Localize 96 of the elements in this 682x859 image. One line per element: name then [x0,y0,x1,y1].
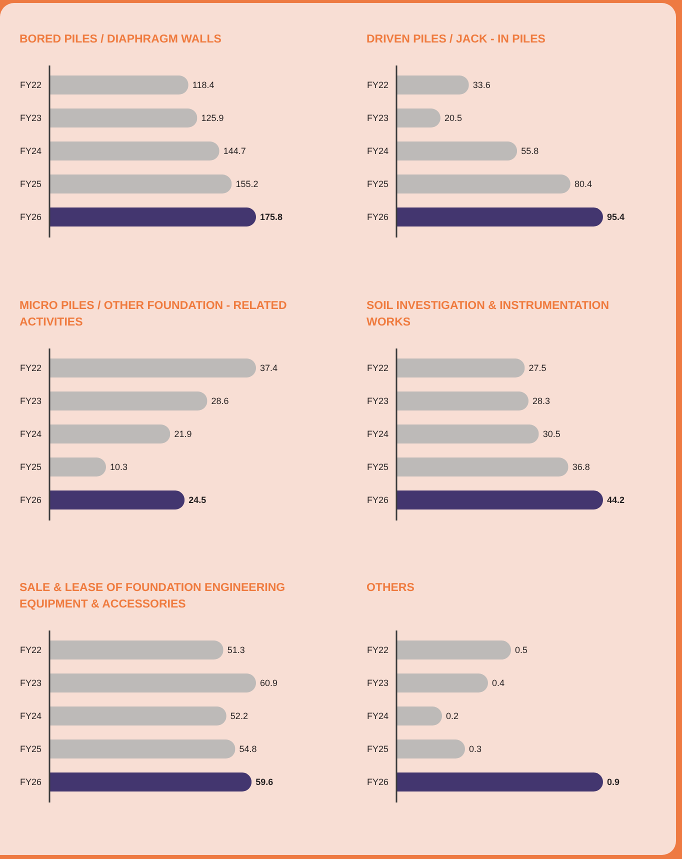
bar [49,174,232,194]
y-tick-label: FY26 [366,212,388,222]
data-label: 0.4 [492,678,505,688]
bar [49,640,224,660]
y-tick-label: FY23 [20,113,42,123]
data-label: 10.3 [110,462,128,472]
chart-title: OTHERS [366,582,415,594]
y-tick-label: FY22 [20,362,42,372]
y-tick-label: FY23 [366,678,388,688]
y-tick-label: FY24 [366,428,388,438]
y-tick-label: FY26 [366,777,388,787]
bar [396,640,511,660]
data-label: 24.5 [188,494,206,504]
data-label: 52.2 [230,711,248,721]
data-label: 144.7 [223,146,246,156]
bar [396,174,570,194]
chart-title: SALE & LEASE OF FOUNDATION ENGINEERING EQUIPMENT & ACCESSORIES [19,582,286,610]
y-tick-label: FY24 [366,146,388,156]
bar [396,108,440,128]
y-tick-label: FY26 [20,494,42,504]
bar [396,424,539,444]
y-tick-label: FY26 [366,494,388,504]
y-tick-label: FY22 [366,80,388,90]
data-label: 125.9 [201,113,224,123]
bar [396,141,518,161]
data-label: 0.2 [446,711,459,721]
y-tick-label: FY23 [20,678,42,688]
y-tick-label: FY25 [20,179,42,189]
data-label: 0.5 [515,645,528,655]
y-tick-label: FY24 [366,711,388,721]
bar [396,75,469,95]
bar [396,739,465,759]
data-label: 0.9 [607,777,620,787]
chart-title: SOIL INVESTIGATION & INSTRUMENTATION WORKS [366,300,610,328]
bar [396,772,603,792]
data-label: 36.8 [572,462,590,472]
data-label: 28.3 [532,396,550,406]
y-tick-label: FY24 [20,428,42,438]
y-tick-label: FY25 [366,744,388,754]
bar [49,739,236,759]
y-tick-label: FY25 [366,462,388,472]
chart-title: BORED PILES / DIAPHRAGM WALLS [19,34,222,46]
y-tick-label: FY25 [20,462,42,472]
data-label: 155.2 [236,179,258,189]
y-tick-label: FY26 [20,777,42,787]
data-label: 60.9 [260,678,278,688]
y-tick-label: FY23 [366,396,388,406]
y-tick-label: FY23 [20,396,42,406]
data-label: 33.6 [472,80,490,90]
bar [49,390,208,410]
y-tick-label: FY25 [20,744,42,754]
data-label: 118.4 [192,80,214,90]
y-tick-label: FY24 [20,146,42,156]
data-label: 95.4 [607,212,625,222]
data-label: 51.3 [227,645,245,655]
bar [49,75,188,95]
chart-title: MICRO PILES / OTHER FOUNDATION - RELATED ACTIVITIES [19,300,287,328]
data-label: 27.5 [528,362,546,372]
data-label: 54.8 [239,744,257,754]
y-tick-label: FY25 [366,179,388,189]
y-tick-label: FY26 [20,212,42,222]
data-label: 0.3 [469,744,482,754]
bar [396,673,488,693]
chart-title: DRIVEN PILES / JACK - IN PILES [366,34,546,46]
bar [49,456,106,476]
bar [49,207,256,227]
bar [396,456,568,476]
y-tick-label: FY22 [366,645,388,655]
data-label: 37.4 [260,362,278,372]
bar [49,706,226,726]
data-label: 175.8 [260,212,283,222]
data-label: 59.6 [256,777,274,787]
y-tick-label: FY22 [20,80,42,90]
bar [49,141,220,161]
data-label: 55.8 [521,146,539,156]
bar [49,424,170,444]
y-tick-label: FY24 [20,711,42,721]
y-tick-label: FY22 [366,362,388,372]
y-tick-label: FY23 [366,113,388,123]
bar [396,390,529,410]
bar [49,108,198,128]
data-label: 28.6 [211,396,229,406]
data-label: 20.5 [444,113,462,123]
bar [49,673,256,693]
bar [396,358,525,378]
bar [396,207,603,227]
y-tick-label: FY22 [20,645,42,655]
bar [49,490,185,510]
data-label: 44.2 [607,494,625,504]
bar [396,490,603,510]
bar [396,706,442,726]
data-label: 80.4 [574,179,592,189]
data-label: 21.9 [174,428,192,438]
bar [49,772,252,792]
data-label: 30.5 [542,428,560,438]
bar [49,358,256,378]
